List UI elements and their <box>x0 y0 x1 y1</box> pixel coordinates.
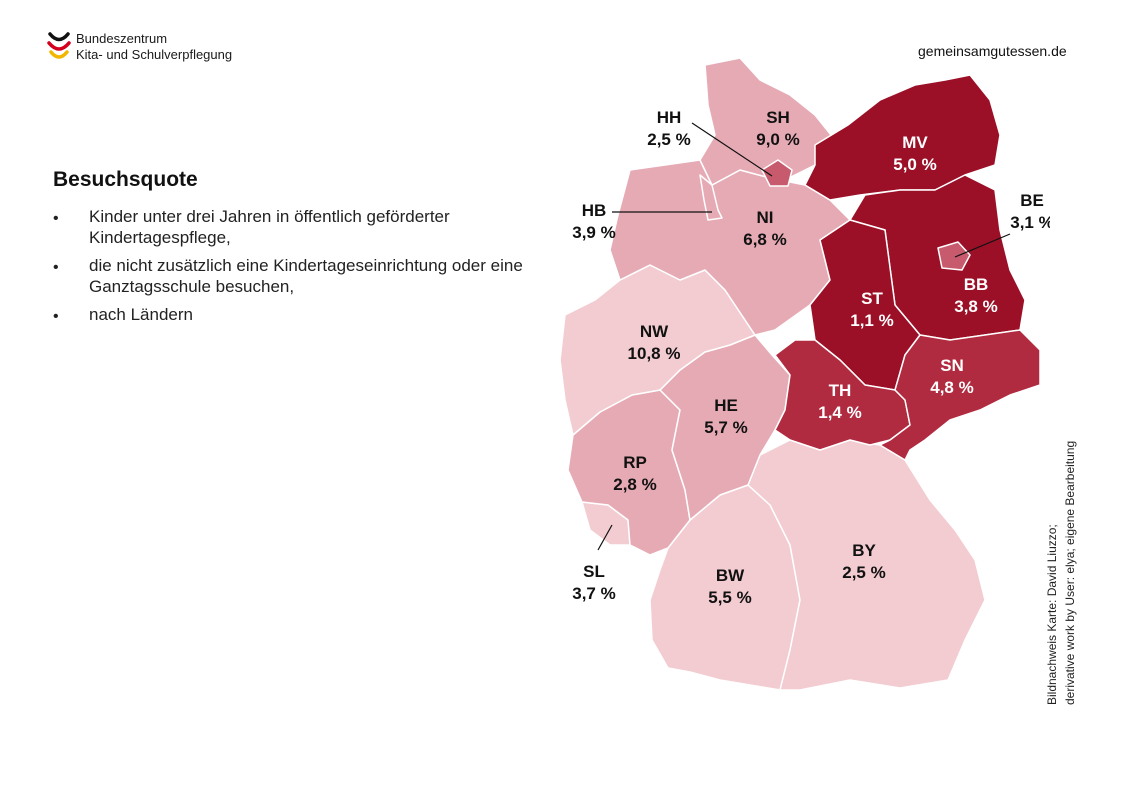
label-NW: NW 10,8 % <box>628 322 681 363</box>
label-HH-value: 2,5 % <box>647 130 690 149</box>
label-ST-code: ST <box>861 289 883 308</box>
logo-mark-icon <box>47 32 71 59</box>
state-MV[interactable] <box>804 74 1001 201</box>
label-SH: SH 9,0 % <box>756 108 799 149</box>
leader-line-SL <box>597 524 613 551</box>
label-SL-code: SL <box>583 562 605 581</box>
label-TH-code: TH <box>829 381 852 400</box>
label-MV-value: 5,0 % <box>893 155 936 174</box>
bullet-icon: • <box>53 259 59 276</box>
logo-line-2: Kita- und Schulverpflegung <box>76 47 233 62</box>
label-ST-value: 1,1 % <box>850 311 893 330</box>
leader-line-BE <box>954 233 1011 258</box>
label-ST: ST 1,1 % <box>850 289 893 330</box>
label-HE-code: HE <box>714 396 738 415</box>
label-BE: BE 3,1 % <box>1010 191 1050 232</box>
website-link[interactable]: gemeinsamgutessen.de <box>918 43 1067 59</box>
label-BY-code: BY <box>852 541 876 560</box>
label-BE-code: BE <box>1020 191 1044 210</box>
label-NI-code: NI <box>757 208 774 227</box>
state-BE[interactable] <box>937 241 971 271</box>
label-SN-value: 4,8 % <box>930 378 973 397</box>
leader-line-HH <box>691 122 773 177</box>
label-NI-value: 6,8 % <box>743 230 786 249</box>
page-title: Besuchsquote <box>53 168 198 191</box>
logo-line-1: Bundeszentrum <box>76 31 168 46</box>
label-TH: TH 1,4 % <box>818 381 861 422</box>
label-RP: RP 2,8 % <box>613 453 656 494</box>
logo-text: Bundeszentrum Kita- und Schulverpflegung <box>76 31 232 63</box>
bullet-item: • die nicht zusätzlich eine Kindertagesei… <box>53 255 523 297</box>
label-HH: HH 2,5 % <box>647 108 690 149</box>
label-HB-value: 3,9 % <box>572 223 615 242</box>
label-HH-code: HH <box>657 108 682 127</box>
image-credit: Bildnachweis Karte: David Liuzzo; deriva… <box>1042 415 1082 715</box>
label-NI: NI 6,8 % <box>743 208 786 249</box>
label-SL-value: 3,7 % <box>572 584 615 603</box>
label-HE-value: 5,7 % <box>704 418 747 437</box>
bullet-icon: • <box>53 308 59 325</box>
label-NW-value: 10,8 % <box>628 344 681 363</box>
label-NW-code: NW <box>640 322 669 341</box>
label-BW: BW 5,5 % <box>708 566 751 607</box>
label-MV: MV 5,0 % <box>893 133 936 174</box>
label-BB-code: BB <box>964 275 989 294</box>
bundeszentrum-logo: Bundeszentrum Kita- und Schulverpflegung <box>46 31 286 65</box>
germany-map: SH 9,0 % HH 2,5 % HB 3,9 % NI 6,8 % MV 5,0 % … <box>559 57 1050 691</box>
bullet-list: • Kinder unter drei Jahren in öffentlich … <box>53 206 523 332</box>
label-HB: HB 3,9 % <box>572 201 615 242</box>
state-HH[interactable] <box>761 159 793 187</box>
label-SH-code: SH <box>766 108 790 127</box>
label-BE-value: 3,1 % <box>1010 213 1050 232</box>
credit-line-1: Bildnachweis Karte: David Liuzzo; <box>1045 524 1059 705</box>
bullet-text: Kinder unter drei Jahren in öffentlich g… <box>89 207 450 247</box>
bullet-item: • nach Ländern <box>53 304 523 325</box>
label-SN-code: SN <box>940 356 964 375</box>
label-BW-value: 5,5 % <box>708 588 751 607</box>
bullet-icon: • <box>53 210 59 227</box>
label-BB-value: 3,8 % <box>954 297 997 316</box>
label-MV-code: MV <box>902 133 928 152</box>
label-BW-code: BW <box>716 566 745 585</box>
bullet-item: • Kinder unter drei Jahren in öffentlich … <box>53 206 523 248</box>
label-BY-value: 2,5 % <box>842 563 885 582</box>
label-HB-code: HB <box>582 201 607 220</box>
bullet-text: die nicht zusätzlich eine Kindertagesein… <box>89 256 523 296</box>
label-RP-code: RP <box>623 453 647 472</box>
label-TH-value: 1,4 % <box>818 403 861 422</box>
label-SN: SN 4,8 % <box>930 356 973 397</box>
label-HE: HE 5,7 % <box>704 396 747 437</box>
label-BY: BY 2,5 % <box>842 541 885 582</box>
label-RP-value: 2,8 % <box>613 475 656 494</box>
label-SH-value: 9,0 % <box>756 130 799 149</box>
label-BB: BB 3,8 % <box>954 275 997 316</box>
state-SN[interactable] <box>879 329 1041 461</box>
label-SL: SL 3,7 % <box>572 562 615 603</box>
credit-line-2: derivative work by User: elya; eigene Be… <box>1063 441 1077 705</box>
bullet-text: nach Ländern <box>89 305 193 324</box>
